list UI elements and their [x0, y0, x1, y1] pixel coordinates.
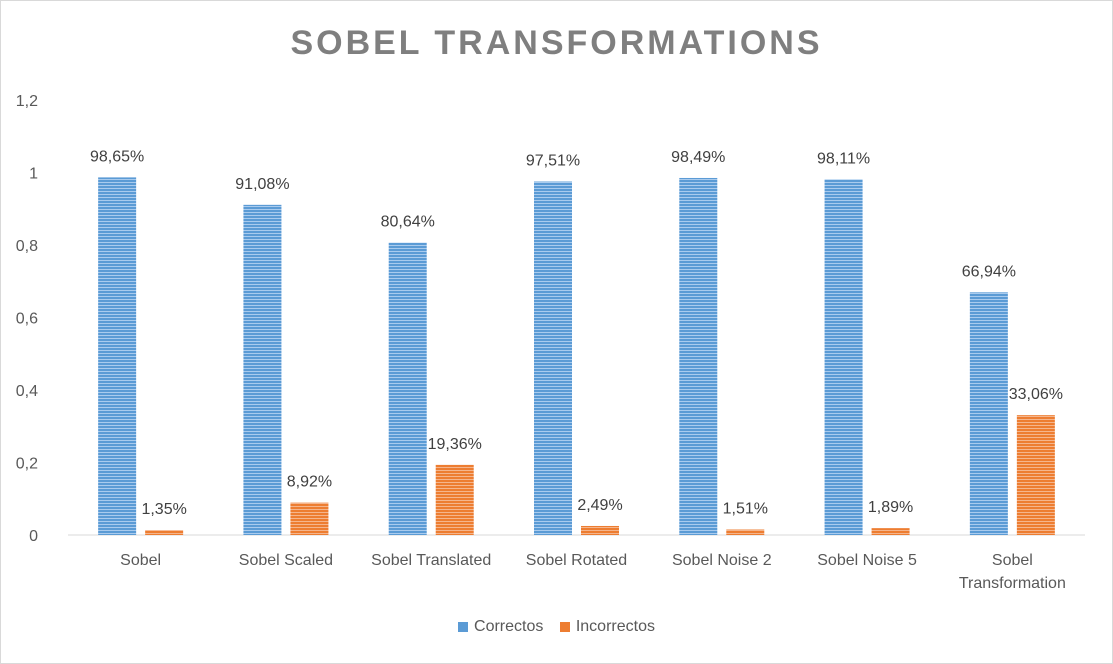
bar-correctos: [243, 204, 282, 535]
data-label: 19,36%: [428, 436, 482, 453]
data-label: 97,51%: [526, 153, 580, 170]
bar-correctos: [824, 179, 863, 535]
legend-item-incorrectos: Incorrectos: [559, 618, 655, 636]
legend-item-correctos: Correctos: [458, 618, 543, 636]
data-label: 1,89%: [868, 499, 913, 516]
bar-incorrectos: [145, 530, 184, 535]
x-category-label: Sobel: [120, 552, 161, 569]
data-label: 80,64%: [381, 214, 435, 231]
bar-correctos: [969, 292, 1008, 535]
legend-label-incorrectos: Incorrectos: [575, 618, 655, 635]
data-label: 2,49%: [577, 497, 622, 514]
data-label: 91,08%: [235, 176, 289, 193]
y-tick-label: 0,4: [16, 383, 38, 400]
data-label: 8,92%: [287, 474, 332, 491]
data-label: 98,11%: [817, 150, 870, 167]
x-category-label: Sobel Noise 5: [817, 552, 917, 569]
data-label: 98,49%: [671, 149, 725, 166]
data-label: 66,94%: [962, 263, 1016, 280]
y-tick-label: 0,8: [16, 238, 38, 255]
bar-incorrectos: [290, 502, 329, 535]
x-category-label: Sobel Transformation: [959, 552, 1066, 592]
bar-incorrectos: [1016, 415, 1055, 535]
legend-swatch-incorrectos: [559, 621, 570, 632]
data-label: 1,51%: [723, 501, 768, 518]
legend-label-correctos: Correctos: [474, 618, 544, 635]
data-label: 1,35%: [141, 501, 186, 518]
bar-incorrectos: [726, 529, 765, 535]
data-label: 98,65%: [90, 148, 144, 165]
y-tick-label: 0: [29, 528, 38, 545]
chart-title: SOBEL TRANSFORMATIONS: [290, 24, 823, 62]
x-category-label: Sobel Translated: [371, 552, 491, 569]
x-category-label: Sobel Rotated: [526, 552, 627, 569]
y-tick-label: 0,2: [16, 456, 38, 473]
bar-correctos: [388, 242, 427, 535]
y-tick-label: 1: [29, 166, 38, 183]
bar-correctos: [679, 177, 718, 535]
bar-incorrectos: [435, 464, 474, 535]
data-label: 33,06%: [1009, 386, 1063, 403]
bar-correctos: [98, 177, 137, 536]
y-tick-label: 1,2: [16, 93, 38, 110]
bar-incorrectos: [581, 525, 619, 535]
y-tick-label: 0,6: [16, 311, 38, 328]
x-category-label: Sobel Scaled: [239, 552, 333, 569]
legend: Correctos Incorrectos: [0, 618, 1113, 636]
bar-correctos: [534, 181, 572, 535]
bar-incorrectos: [871, 528, 910, 535]
legend-swatch-correctos: [458, 621, 469, 632]
x-category-label: Sobel Noise 2: [672, 552, 772, 569]
